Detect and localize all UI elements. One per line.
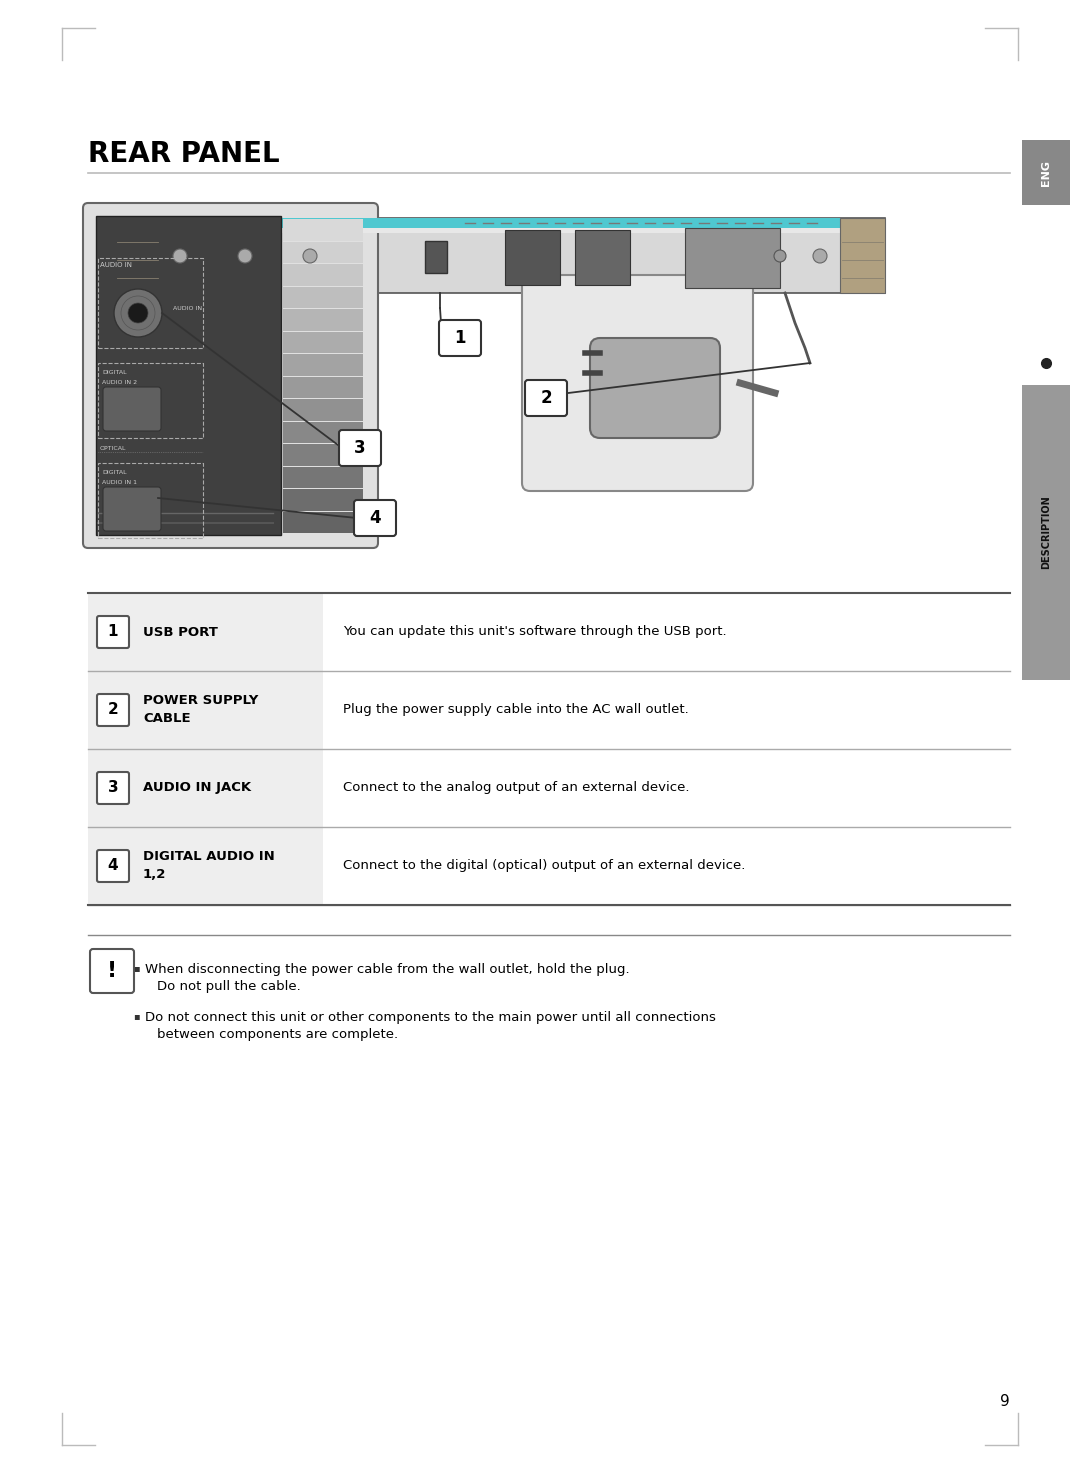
FancyBboxPatch shape <box>103 488 161 530</box>
Bar <box>505 230 561 284</box>
FancyBboxPatch shape <box>339 430 381 465</box>
Circle shape <box>303 249 318 264</box>
FancyBboxPatch shape <box>522 275 753 491</box>
Text: 4: 4 <box>369 510 381 527</box>
Bar <box>283 489 363 511</box>
Bar <box>283 264 363 286</box>
Text: When disconnecting the power cable from the wall outlet, hold the plug.: When disconnecting the power cable from … <box>145 963 630 977</box>
Bar <box>323 748 1010 826</box>
Text: POWER SUPPLY: POWER SUPPLY <box>143 694 258 707</box>
Bar <box>87 672 323 748</box>
Text: 1,2: 1,2 <box>143 869 166 881</box>
FancyBboxPatch shape <box>590 337 720 437</box>
Text: ▪: ▪ <box>133 1010 139 1021</box>
Bar <box>283 511 363 533</box>
Bar <box>283 421 363 443</box>
Bar <box>87 748 323 826</box>
Bar <box>98 463 203 538</box>
FancyBboxPatch shape <box>97 694 129 726</box>
Text: 4: 4 <box>108 859 119 873</box>
Bar <box>840 218 885 293</box>
Bar <box>323 826 1010 904</box>
Text: Connect to the digital (optical) output of an external device.: Connect to the digital (optical) output … <box>343 860 745 872</box>
Circle shape <box>774 250 786 262</box>
Text: Plug the power supply cable into the AC wall outlet.: Plug the power supply cable into the AC … <box>343 704 689 716</box>
Text: REAR PANEL: REAR PANEL <box>87 140 280 168</box>
Bar <box>1022 384 1070 681</box>
Bar <box>283 399 363 420</box>
Text: AUDIO IN: AUDIO IN <box>173 305 202 311</box>
Text: Connect to the analog output of an external device.: Connect to the analog output of an exter… <box>343 782 689 794</box>
Bar <box>114 218 160 293</box>
Text: Do not pull the cable.: Do not pull the cable. <box>157 980 300 993</box>
Circle shape <box>813 249 827 264</box>
Text: AUDIO IN 2: AUDIO IN 2 <box>102 380 137 384</box>
Text: Do not connect this unit or other components to the main power until all connect: Do not connect this unit or other compon… <box>145 1010 716 1024</box>
Text: DIGITAL AUDIO IN: DIGITAL AUDIO IN <box>143 850 274 863</box>
FancyBboxPatch shape <box>438 320 481 356</box>
FancyBboxPatch shape <box>97 772 129 804</box>
Text: ▪: ▪ <box>133 963 139 974</box>
Bar <box>114 218 885 293</box>
Bar <box>323 672 1010 748</box>
Text: 2: 2 <box>108 703 119 717</box>
Text: DIGITAL: DIGITAL <box>102 370 126 376</box>
Text: between components are complete.: between components are complete. <box>157 1028 399 1041</box>
Bar <box>96 217 281 535</box>
Text: !: ! <box>107 960 117 981</box>
Text: 9: 9 <box>1000 1393 1010 1408</box>
Text: You can update this unit's software through the USB port.: You can update this unit's software thro… <box>343 626 727 638</box>
Bar <box>283 354 363 376</box>
Text: CABLE: CABLE <box>143 713 191 726</box>
Text: OPTICAL: OPTICAL <box>100 446 126 451</box>
Bar <box>114 228 885 233</box>
Circle shape <box>238 249 252 264</box>
Text: ENG: ENG <box>1041 159 1051 186</box>
Bar <box>575 230 630 284</box>
Bar <box>685 228 780 289</box>
FancyBboxPatch shape <box>525 380 567 415</box>
Circle shape <box>114 289 162 337</box>
Text: AUDIO IN: AUDIO IN <box>100 262 132 268</box>
Bar <box>87 826 323 904</box>
Bar <box>426 242 447 273</box>
Bar <box>98 362 203 437</box>
Text: USB PORT: USB PORT <box>143 626 218 638</box>
FancyBboxPatch shape <box>97 616 129 648</box>
Text: DIGITAL: DIGITAL <box>102 470 126 474</box>
Text: AUDIO IN 1: AUDIO IN 1 <box>102 480 137 485</box>
Circle shape <box>758 249 772 264</box>
Text: 1: 1 <box>108 625 118 639</box>
FancyBboxPatch shape <box>97 850 129 882</box>
Bar <box>283 219 363 240</box>
Bar <box>283 242 363 264</box>
Circle shape <box>129 303 148 323</box>
FancyBboxPatch shape <box>103 387 161 432</box>
Bar <box>283 443 363 465</box>
Bar <box>283 331 363 354</box>
Bar <box>114 218 885 228</box>
Bar <box>283 309 363 330</box>
Bar <box>323 594 1010 672</box>
Bar <box>1022 140 1070 205</box>
FancyBboxPatch shape <box>90 949 134 993</box>
Bar <box>283 377 363 398</box>
Circle shape <box>173 249 187 264</box>
FancyBboxPatch shape <box>354 499 396 536</box>
Text: AUDIO IN JACK: AUDIO IN JACK <box>143 782 252 794</box>
Text: DESCRIPTION: DESCRIPTION <box>1041 495 1051 570</box>
Bar <box>98 258 203 348</box>
Bar <box>283 467 363 488</box>
Text: 2: 2 <box>540 389 552 407</box>
Bar <box>87 594 323 672</box>
Bar <box>283 287 363 308</box>
Text: 3: 3 <box>354 439 366 457</box>
FancyBboxPatch shape <box>83 203 378 548</box>
Text: 3: 3 <box>108 781 119 795</box>
Text: 1: 1 <box>455 328 465 348</box>
